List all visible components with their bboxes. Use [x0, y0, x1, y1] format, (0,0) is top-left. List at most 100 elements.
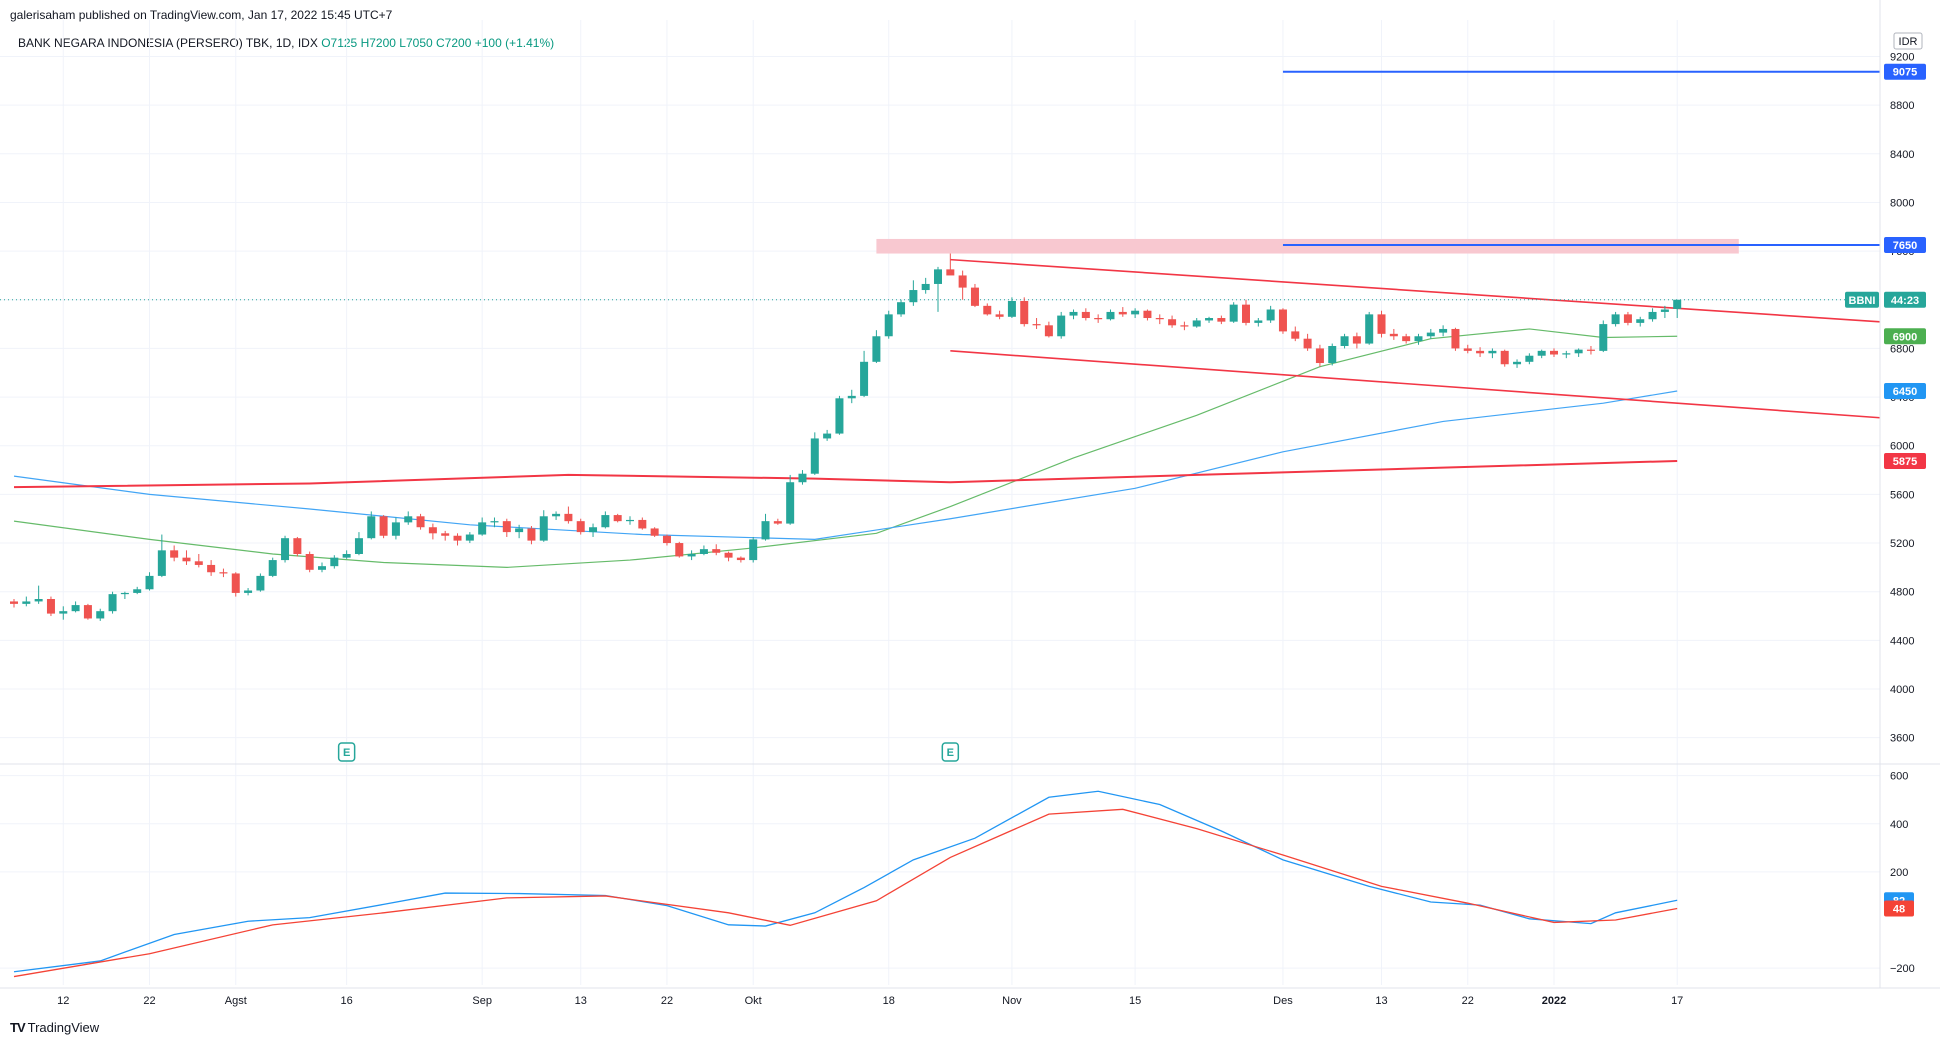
- candle: [1094, 314, 1103, 323]
- candle-body: [502, 521, 511, 533]
- candle-body: [1242, 304, 1250, 323]
- candle-body: [59, 611, 68, 614]
- candle: [687, 550, 696, 561]
- candle-body: [1414, 336, 1423, 342]
- candle: [946, 253, 955, 276]
- time-tick-label: Sep: [472, 995, 492, 1007]
- candle: [1574, 348, 1583, 357]
- candle: [1537, 349, 1546, 359]
- price-tick-label: 4000: [1890, 684, 1914, 696]
- candle: [712, 544, 721, 556]
- candle: [170, 545, 179, 562]
- osc-badge-bg: [1884, 900, 1914, 917]
- candle-body: [256, 575, 265, 591]
- candle: [1439, 325, 1448, 337]
- candle-body: [872, 336, 881, 362]
- candle-body: [120, 592, 129, 595]
- candle: [798, 470, 807, 485]
- candle: [1500, 349, 1509, 367]
- candle: [1562, 350, 1571, 359]
- candle-body: [46, 599, 55, 614]
- candle-body: [170, 550, 179, 558]
- candle: [1377, 310, 1386, 338]
- candle: [1648, 308, 1657, 322]
- candle-body: [527, 528, 536, 541]
- candle-body: [1229, 304, 1238, 322]
- candle-body: [83, 605, 92, 619]
- candle-body: [564, 513, 573, 522]
- candle: [1451, 327, 1460, 351]
- price-badge-9075-bg: [1884, 63, 1926, 80]
- earnings-marker-label: E: [343, 747, 350, 759]
- candle: [638, 517, 647, 530]
- candle-body: [798, 473, 807, 483]
- candle-body: [268, 560, 277, 576]
- candle: [1291, 326, 1300, 342]
- ohlc-high: H7200: [360, 36, 396, 50]
- candle-body: [10, 601, 18, 604]
- candle-body: [1155, 318, 1164, 320]
- candle-body: [749, 539, 758, 561]
- candle-body: [835, 398, 844, 434]
- candle-body: [194, 561, 203, 565]
- candle: [108, 591, 117, 614]
- candle: [207, 560, 216, 576]
- candle-body: [909, 290, 918, 303]
- earnings-marker-label: E: [947, 747, 954, 759]
- candle-body: [1328, 345, 1337, 364]
- osc-tick-label: 600: [1890, 771, 1908, 783]
- candle: [244, 588, 253, 596]
- candle: [1057, 311, 1066, 339]
- candle: [404, 511, 413, 525]
- price-tick-label: 3600: [1890, 733, 1914, 745]
- candle: [1180, 321, 1189, 331]
- candle: [83, 603, 92, 620]
- time-tick-label: 13: [1375, 995, 1387, 1007]
- candle: [1131, 308, 1140, 319]
- candle: [773, 518, 782, 525]
- candle-body: [1525, 355, 1534, 362]
- candle: [268, 557, 277, 578]
- candle-body: [453, 535, 462, 541]
- osc-tick-label: −200: [1890, 963, 1915, 975]
- candle-body: [1205, 318, 1214, 321]
- candle-body: [724, 552, 733, 558]
- candle: [318, 562, 326, 573]
- candle: [120, 591, 129, 600]
- candle: [46, 596, 55, 617]
- candle-body: [1217, 318, 1226, 322]
- tradingview-logo[interactable]: TV TradingView: [10, 1020, 99, 1035]
- candle: [1328, 343, 1337, 366]
- candle: [1599, 320, 1608, 353]
- candle-body: [934, 269, 942, 284]
- candle-body: [810, 438, 819, 474]
- candle-body: [416, 516, 425, 528]
- price-tick-label: 6800: [1890, 343, 1914, 355]
- candle-body: [687, 553, 696, 557]
- candle-body: [823, 433, 832, 439]
- candle: [133, 586, 142, 595]
- time-tick-label: 13: [575, 995, 587, 1007]
- candle-body: [1303, 338, 1312, 349]
- earnings-marker-icon: [337, 742, 356, 762]
- candle-body: [428, 527, 437, 534]
- candle-body: [613, 515, 622, 522]
- candle: [1623, 311, 1632, 326]
- candle-body: [367, 516, 376, 539]
- candle: [490, 517, 499, 528]
- time-tick-label: 22: [1462, 995, 1474, 1007]
- candle-body: [847, 395, 856, 399]
- candle: [157, 534, 166, 578]
- candle-body: [1352, 336, 1361, 344]
- candle-body: [601, 515, 610, 528]
- candle-body: [441, 533, 450, 536]
- candle-body: [342, 553, 351, 558]
- ma-red-line: [13, 459, 1678, 489]
- candle: [1032, 318, 1041, 329]
- candle-body: [576, 521, 585, 533]
- candle-body: [995, 314, 1004, 317]
- time-tick-label: 12: [57, 995, 69, 1007]
- candle-body: [884, 314, 893, 337]
- candle-body: [1599, 324, 1608, 351]
